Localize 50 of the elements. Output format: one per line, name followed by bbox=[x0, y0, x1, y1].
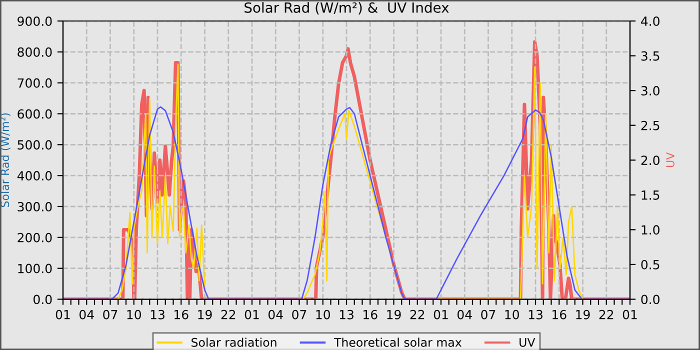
x-tick-label: 04 bbox=[79, 310, 94, 320]
y-tick-label: 700.0 bbox=[18, 78, 52, 88]
x-tick-label: 13 bbox=[340, 310, 354, 320]
y2-tick-label: 2.5 bbox=[641, 120, 660, 130]
x-tick-label: 13 bbox=[528, 310, 542, 320]
x-tick-label: 13 bbox=[150, 310, 164, 320]
x-tick-label: 01 bbox=[434, 310, 448, 320]
y2-tick-label: 0.5 bbox=[641, 260, 660, 270]
y-tick-label: 900.0 bbox=[18, 16, 52, 26]
x-tick-label: 01 bbox=[56, 310, 70, 320]
x-tick-label: 07 bbox=[103, 310, 118, 320]
x-tick-label: 07 bbox=[481, 310, 496, 320]
y2-tick-label: 0.0 bbox=[641, 294, 660, 304]
x-tick-label: 22 bbox=[410, 310, 424, 320]
y2-tick-label: 4.0 bbox=[641, 16, 660, 26]
y2-tick-label: 1.0 bbox=[642, 225, 660, 235]
x-tick-label: 07 bbox=[292, 310, 306, 320]
chart-title: Solar Rad (W/m²) & UV Index bbox=[244, 2, 449, 14]
x-tick-label: 19 bbox=[198, 310, 212, 320]
y-tick-label: 500.0 bbox=[18, 140, 52, 150]
x-tick-label: 16 bbox=[174, 310, 188, 320]
x-tick-label: 16 bbox=[552, 310, 566, 320]
y2-tick-label: 2.0 bbox=[641, 156, 660, 166]
x-tick-label: 04 bbox=[457, 310, 472, 320]
legend-label: Solar radiation bbox=[192, 338, 276, 347]
y2-tick-label: 3.5 bbox=[641, 51, 660, 61]
legend-label: Theoretical solar max bbox=[334, 338, 462, 347]
x-tick-label: 10 bbox=[316, 310, 330, 320]
x-tick-label: 16 bbox=[364, 310, 378, 320]
y-tick-label: 0.0 bbox=[34, 294, 52, 304]
y-tick-label: 400.0 bbox=[17, 171, 52, 181]
x-tick-label: 22 bbox=[599, 310, 614, 320]
y-axis-title: Solar Rad (W/m²) bbox=[0, 113, 10, 208]
x-tick-label: 19 bbox=[576, 310, 590, 320]
y-tick-label: 100.0 bbox=[18, 264, 52, 274]
y-tick-label: 200.0 bbox=[18, 232, 52, 242]
x-tick-label: 01 bbox=[244, 310, 259, 320]
x-tick-label: 22 bbox=[221, 310, 236, 320]
y2-tick-label: 3.0 bbox=[641, 86, 660, 96]
y-tick-label: 300.0 bbox=[18, 202, 52, 212]
x-tick-label: 04 bbox=[268, 310, 283, 320]
y2-tick-label: 1.5 bbox=[642, 190, 660, 200]
x-tick-label: 10 bbox=[127, 310, 141, 320]
x-tick-label: 01 bbox=[622, 310, 637, 320]
y-tick-label: 600.0 bbox=[18, 109, 52, 119]
x-tick-label: 19 bbox=[387, 310, 401, 320]
y2-axis-title: UV bbox=[666, 152, 674, 168]
x-tick-label: 10 bbox=[505, 310, 519, 320]
y-tick-label: 800.0 bbox=[18, 47, 52, 57]
legend-label: UV bbox=[520, 338, 536, 347]
